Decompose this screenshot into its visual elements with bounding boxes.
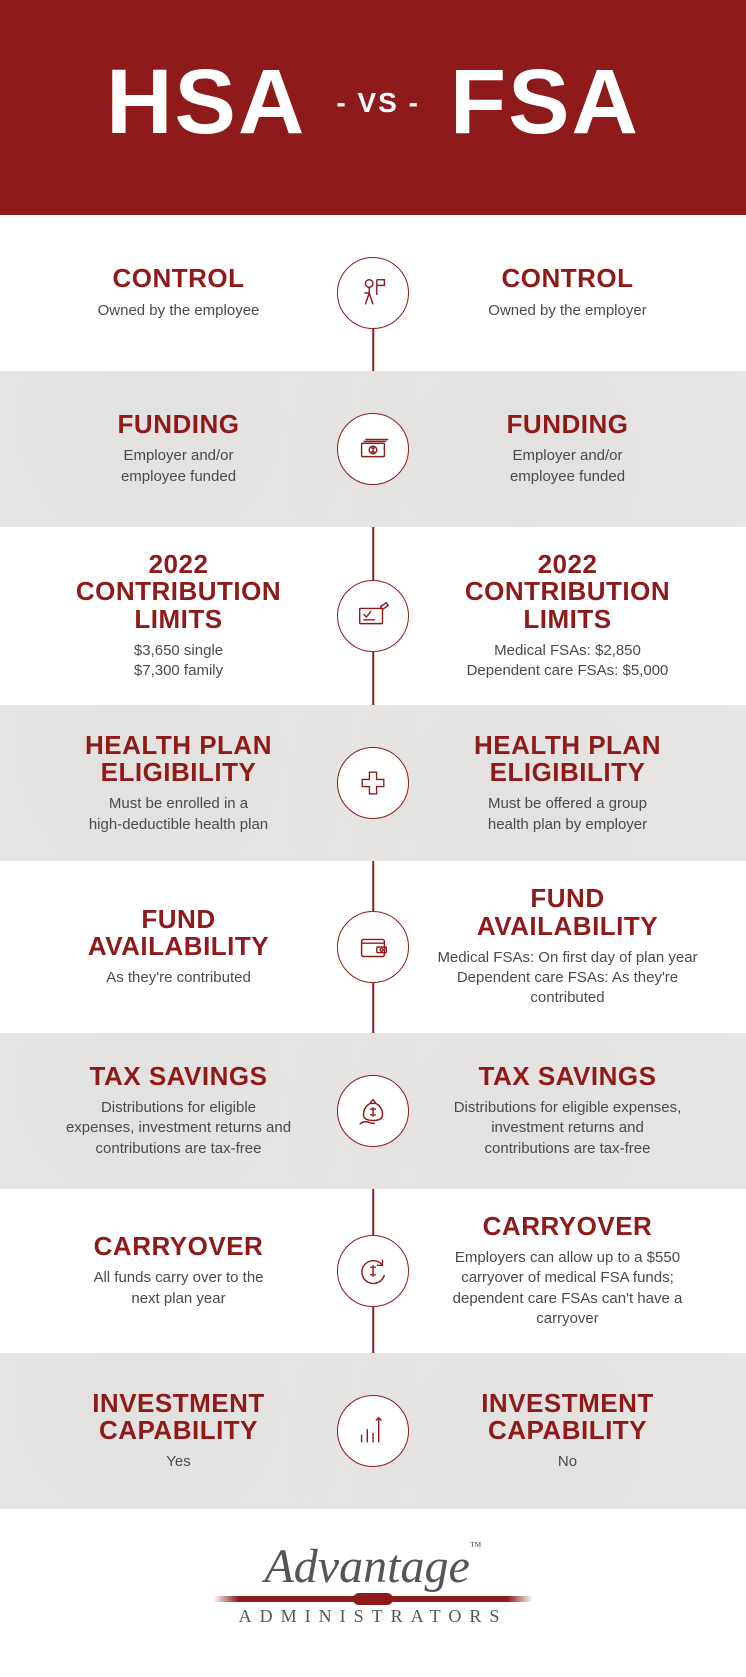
header-right: FSA bbox=[450, 50, 640, 155]
category-title: CARRYOVER bbox=[40, 1233, 317, 1260]
category-desc: $3,650 single $7,300 family bbox=[40, 641, 317, 682]
category-title: 2022 CONTRIBUTION LIMITS bbox=[40, 551, 317, 633]
category-title: FUND AVAILABILITY bbox=[40, 906, 317, 961]
category-desc: Owned by the employee bbox=[40, 301, 317, 321]
footer-logo: Advantage™ ADMINISTRATORS bbox=[0, 1509, 746, 1677]
left-column: 2022 CONTRIBUTION LIMITS $3,650 single $… bbox=[20, 551, 337, 681]
comparison-row: 2022 CONTRIBUTION LIMITS $3,650 single $… bbox=[0, 527, 746, 705]
header-left: HSA bbox=[106, 50, 306, 155]
left-column: FUNDING Employer and/or employee funded bbox=[20, 411, 337, 487]
category-title: CARRYOVER bbox=[429, 1213, 706, 1240]
category-title: TAX SAVINGS bbox=[429, 1063, 706, 1090]
right-column: FUNDING Employer and/or employee funded bbox=[409, 411, 726, 487]
refresh-dollar-icon bbox=[337, 1235, 409, 1307]
person-flag-icon bbox=[337, 257, 409, 329]
comparison-rows: CONTROL Owned by the employee CONTROL Ow… bbox=[0, 215, 746, 1509]
comparison-row: FUNDING Employer and/or employee funded … bbox=[0, 371, 746, 527]
plus-medical-icon bbox=[337, 747, 409, 819]
left-column: FUND AVAILABILITY As they're contributed bbox=[20, 906, 337, 989]
category-title: INVESTMENT CAPABILITY bbox=[429, 1390, 706, 1445]
check-pen-icon bbox=[337, 580, 409, 652]
comparison-row: CARRYOVER All funds carry over to the ne… bbox=[0, 1189, 746, 1353]
category-desc: As they're contributed bbox=[40, 968, 317, 988]
category-desc: All funds carry over to the next plan ye… bbox=[40, 1268, 317, 1309]
header-vs: - VS - bbox=[336, 87, 420, 119]
left-column: CONTROL Owned by the employee bbox=[20, 265, 337, 321]
category-desc: No bbox=[429, 1452, 706, 1472]
right-column: FUND AVAILABILITY Medical FSAs: On first… bbox=[409, 885, 726, 1008]
hand-bag-icon bbox=[337, 1075, 409, 1147]
right-column: 2022 CONTRIBUTION LIMITS Medical FSAs: $… bbox=[409, 551, 726, 681]
logo-tm: ™ bbox=[470, 1539, 482, 1553]
logo-sub-text: ADMINISTRATORS bbox=[0, 1606, 746, 1627]
category-desc: Distributions for eligible expenses, inv… bbox=[429, 1098, 706, 1159]
category-desc: Employer and/or employee funded bbox=[429, 446, 706, 487]
comparison-row: HEALTH PLAN ELIGIBILITY Must be enrolled… bbox=[0, 705, 746, 861]
money-stack-icon bbox=[337, 413, 409, 485]
category-desc: Must be offered a group health plan by e… bbox=[429, 794, 706, 835]
comparison-row: TAX SAVINGS Distributions for eligible e… bbox=[0, 1033, 746, 1189]
category-title: TAX SAVINGS bbox=[40, 1063, 317, 1090]
category-desc: Employer and/or employee funded bbox=[40, 446, 317, 487]
header-banner: HSA - VS - FSA bbox=[0, 0, 746, 215]
category-title: HEALTH PLAN ELIGIBILITY bbox=[40, 732, 317, 787]
category-desc: Employers can allow up to a $550 carryov… bbox=[429, 1248, 706, 1329]
category-title: CONTROL bbox=[429, 265, 706, 292]
category-desc: Must be enrolled in a high-deductible he… bbox=[40, 794, 317, 835]
category-desc: Medical FSAs: On first day of plan year … bbox=[429, 948, 706, 1009]
category-title: INVESTMENT CAPABILITY bbox=[40, 1390, 317, 1445]
right-column: CONTROL Owned by the employer bbox=[409, 265, 726, 321]
logo-rope-divider bbox=[213, 1596, 533, 1602]
left-column: HEALTH PLAN ELIGIBILITY Must be enrolled… bbox=[20, 732, 337, 835]
left-column: INVESTMENT CAPABILITY Yes bbox=[20, 1390, 337, 1473]
logo-word: Advantage bbox=[264, 1540, 469, 1593]
left-column: TAX SAVINGS Distributions for eligible e… bbox=[20, 1063, 337, 1159]
comparison-row: CONTROL Owned by the employee CONTROL Ow… bbox=[0, 215, 746, 371]
category-title: CONTROL bbox=[40, 265, 317, 292]
left-column: CARRYOVER All funds carry over to the ne… bbox=[20, 1233, 337, 1309]
right-column: INVESTMENT CAPABILITY No bbox=[409, 1390, 726, 1473]
logo-main-text: Advantage™ bbox=[264, 1539, 481, 1594]
category-desc: Medical FSAs: $2,850 Dependent care FSAs… bbox=[429, 641, 706, 682]
right-column: TAX SAVINGS Distributions for eligible e… bbox=[409, 1063, 726, 1159]
category-desc: Yes bbox=[40, 1452, 317, 1472]
right-column: HEALTH PLAN ELIGIBILITY Must be offered … bbox=[409, 732, 726, 835]
category-title: HEALTH PLAN ELIGIBILITY bbox=[429, 732, 706, 787]
right-column: CARRYOVER Employers can allow up to a $5… bbox=[409, 1213, 726, 1329]
category-title: FUNDING bbox=[429, 411, 706, 438]
category-title: FUND AVAILABILITY bbox=[429, 885, 706, 940]
comparison-row: FUND AVAILABILITY As they're contributed… bbox=[0, 861, 746, 1032]
bar-arrow-icon bbox=[337, 1395, 409, 1467]
category-title: 2022 CONTRIBUTION LIMITS bbox=[429, 551, 706, 633]
category-desc: Owned by the employer bbox=[429, 301, 706, 321]
wallet-icon bbox=[337, 911, 409, 983]
category-desc: Distributions for eligible expenses, inv… bbox=[40, 1098, 317, 1159]
comparison-row: INVESTMENT CAPABILITY Yes INVESTMENT CAP… bbox=[0, 1353, 746, 1509]
category-title: FUNDING bbox=[40, 411, 317, 438]
